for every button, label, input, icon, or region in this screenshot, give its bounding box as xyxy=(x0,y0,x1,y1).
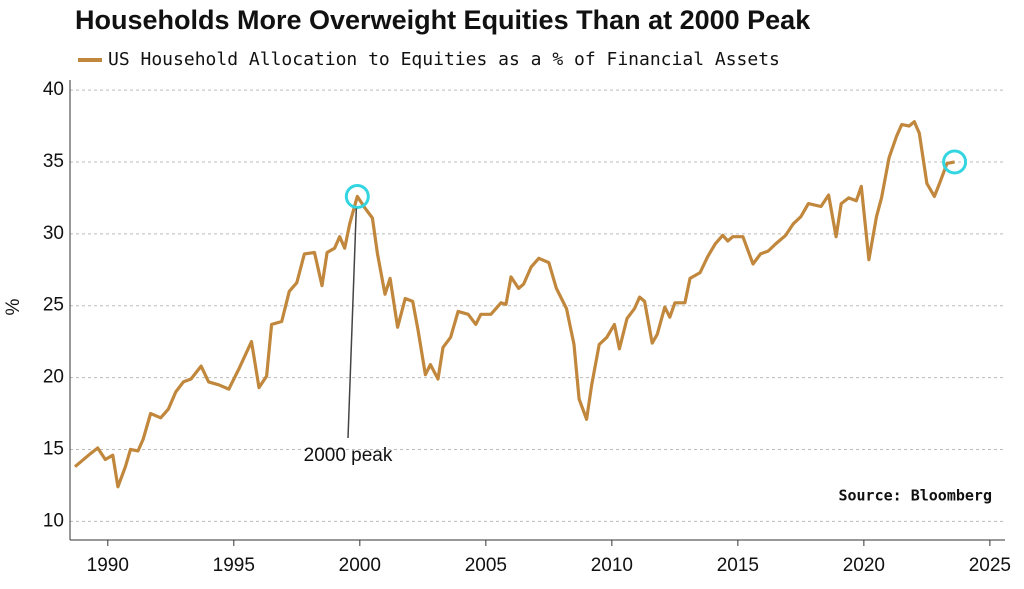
y-tick-label: 40 xyxy=(43,79,64,100)
highlight-circle xyxy=(344,183,370,209)
x-tick-label: 2000 xyxy=(339,555,381,576)
annotation-arrow xyxy=(347,208,358,439)
x-tick-label: 2020 xyxy=(843,555,885,576)
highlight-circle xyxy=(942,149,968,175)
x-tick-label: 1995 xyxy=(213,555,255,576)
legend-label: US Household Allocation to Equities as a… xyxy=(108,49,780,70)
series-line xyxy=(73,120,955,489)
y-tick-label: 10 xyxy=(43,510,64,531)
y-tick-label: 30 xyxy=(43,223,64,244)
x-tick-label: 2010 xyxy=(591,555,633,576)
y-tick-label: 25 xyxy=(43,295,64,316)
y-tick-label: 15 xyxy=(43,438,64,459)
x-tick-label: 1990 xyxy=(87,555,129,576)
chart-title: Households More Overweight Equities Than… xyxy=(75,5,811,35)
source-note: Source: Bloomberg xyxy=(838,487,992,505)
y-axis-label: % xyxy=(3,298,24,315)
y-tick-label: 20 xyxy=(43,367,64,388)
x-tick-label: 2025 xyxy=(969,555,1011,576)
y-tick-label: 35 xyxy=(43,151,64,172)
annotation: 2000 peak xyxy=(304,445,393,466)
x-tick-label: 2005 xyxy=(465,555,507,576)
x-tick-label: 2015 xyxy=(717,555,759,576)
